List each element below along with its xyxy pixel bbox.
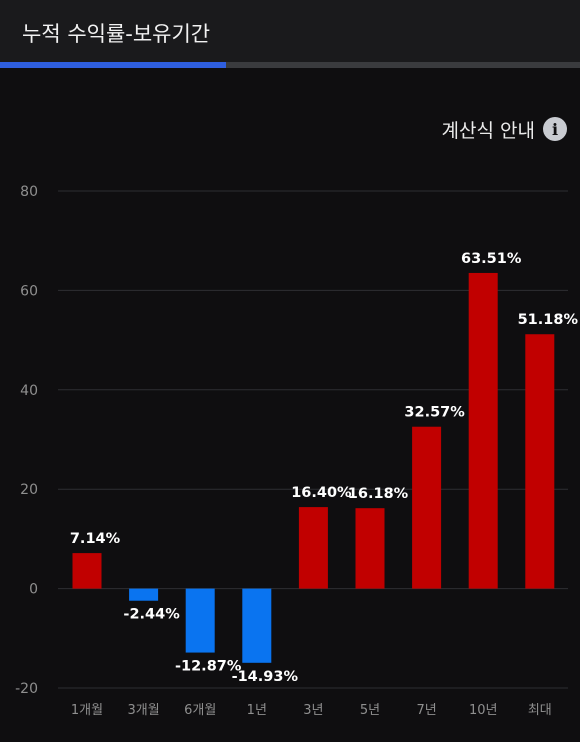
x-category-label: 1개월 <box>71 703 103 718</box>
x-category-label: 3개월 <box>127 703 159 718</box>
page-title: 누적 수익률-보유기간 <box>22 22 211 46</box>
bar <box>242 588 272 663</box>
calc-guide-button[interactable]: 계산식 안내 i <box>442 114 567 144</box>
data-label: -12.87% <box>175 659 242 675</box>
bar <box>298 507 328 589</box>
progress-fill <box>0 62 227 68</box>
y-tick-label: 60 <box>20 283 38 299</box>
bar <box>525 334 555 589</box>
header-bar: 누적 수익률-보유기간 <box>0 0 580 62</box>
data-label: 7.14% <box>70 531 121 547</box>
bar <box>185 588 215 653</box>
x-category-label: 7년 <box>416 703 436 718</box>
y-tick-label: 0 <box>29 582 38 598</box>
y-tick-label: -20 <box>15 681 38 697</box>
data-label: -14.93% <box>232 669 299 685</box>
x-category-label: 최대 <box>528 703 552 718</box>
bar <box>355 508 385 589</box>
data-label: 32.57% <box>404 405 465 421</box>
x-category-label: 3년 <box>303 703 323 718</box>
y-tick-label: 20 <box>20 482 38 498</box>
progress-track <box>0 62 580 68</box>
bar <box>412 426 442 589</box>
y-tick-label: 80 <box>20 184 38 200</box>
x-category-label: 10년 <box>469 703 498 718</box>
calc-guide-label: 계산식 안내 <box>441 119 535 142</box>
bar <box>468 272 498 589</box>
data-label: 16.40% <box>291 485 352 501</box>
x-category-label: 5년 <box>360 703 380 718</box>
x-category-label: 6개월 <box>184 703 216 718</box>
data-label: 63.51% <box>461 251 522 267</box>
data-label: 51.18% <box>518 312 579 328</box>
bar <box>72 553 102 589</box>
data-label: 16.18% <box>348 486 409 502</box>
info-icon: i <box>543 117 567 141</box>
data-label: -2.44% <box>123 607 180 623</box>
bar <box>129 588 159 601</box>
y-tick-label: 40 <box>20 383 38 399</box>
x-category-label: 1년 <box>247 703 267 718</box>
